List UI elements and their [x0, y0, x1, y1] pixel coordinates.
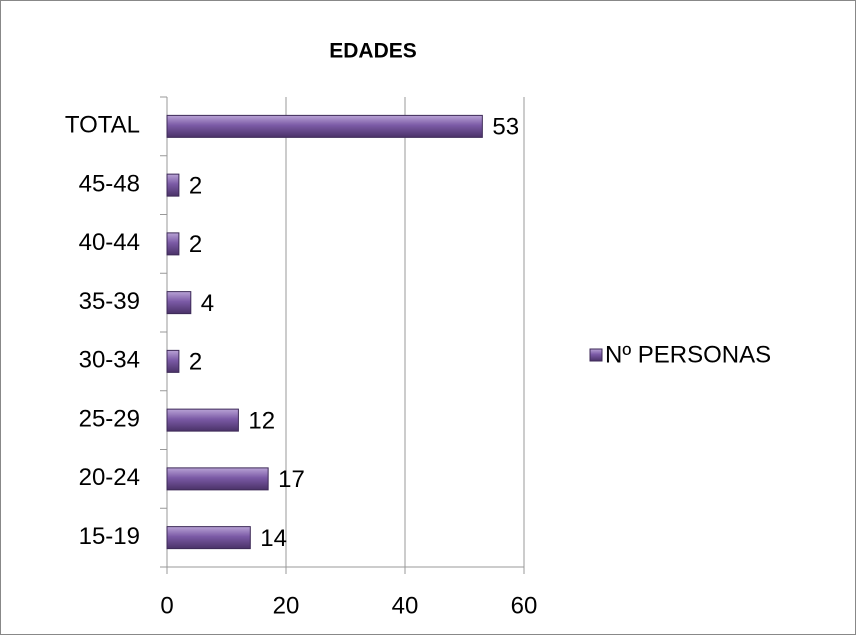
- y-tick-label: 35-39: [79, 288, 140, 315]
- chart-title: EDADES: [329, 40, 417, 63]
- bar: [166, 232, 180, 256]
- data-label: 17: [278, 466, 305, 493]
- data-label: 12: [248, 407, 275, 434]
- data-label: 53: [492, 114, 519, 141]
- x-tick-label: 60: [511, 592, 538, 619]
- x-tick-label: 40: [392, 592, 419, 619]
- y-tick-label: 40-44: [79, 229, 140, 256]
- bar: [166, 408, 239, 432]
- bar: [166, 173, 180, 197]
- data-label: 2: [189, 349, 202, 376]
- legend-label: Nº PERSONAS: [605, 341, 771, 368]
- y-tick-label: 15-19: [79, 523, 140, 550]
- bar: [166, 526, 251, 550]
- data-label: 4: [201, 290, 214, 317]
- bar: [166, 349, 180, 373]
- x-tick-label: 0: [160, 592, 173, 619]
- x-tick-label: 20: [273, 592, 300, 619]
- data-label: 2: [189, 231, 202, 258]
- bar: [166, 114, 483, 138]
- y-tick-label: TOTAL: [65, 112, 140, 139]
- bar: [166, 291, 192, 315]
- y-tick-label: 30-34: [79, 347, 140, 374]
- data-label: 2: [189, 172, 202, 199]
- y-tick-label: 45-48: [79, 170, 140, 197]
- y-tick-label: 25-29: [79, 405, 140, 432]
- legend-swatch: [589, 348, 603, 362]
- bar: [166, 467, 269, 491]
- data-label: 14: [260, 525, 287, 552]
- y-tick-label: 20-24: [79, 464, 140, 491]
